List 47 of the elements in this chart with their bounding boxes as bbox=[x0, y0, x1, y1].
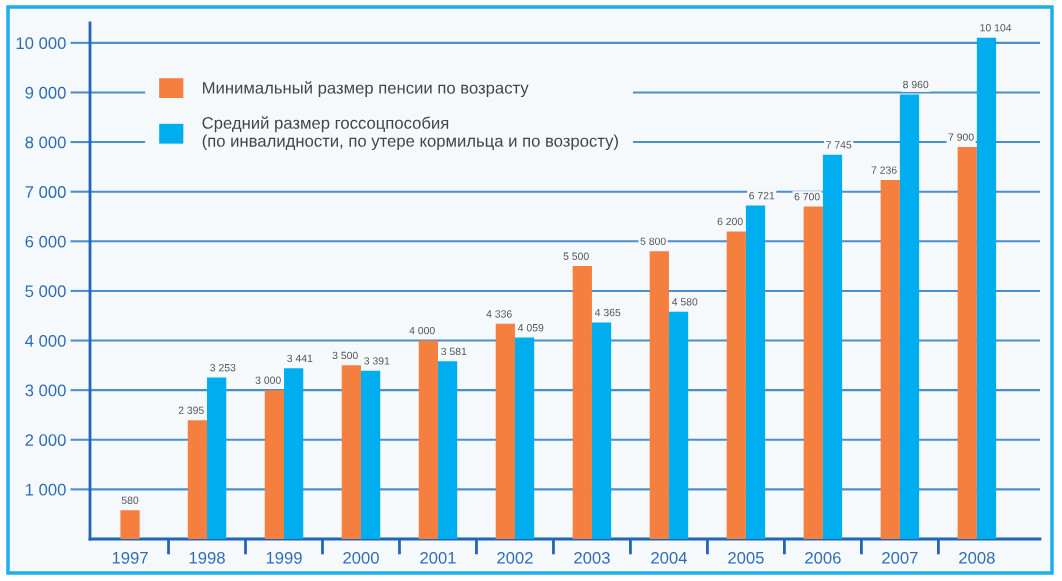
data-label: 3 253 bbox=[210, 364, 236, 372]
data-label: 3 581 bbox=[441, 347, 467, 356]
data-label: 4 580 bbox=[671, 298, 698, 306]
data-label: 4 059 bbox=[517, 324, 544, 332]
y-tick-label: 3 000 bbox=[25, 384, 66, 397]
y-tick-label: 9 000 bbox=[25, 86, 66, 99]
data-label: 7 236 bbox=[871, 166, 897, 174]
y-tick-label: 7 000 bbox=[25, 186, 66, 198]
data-label: 4 336 bbox=[486, 310, 512, 318]
data-label: 3 391 bbox=[364, 357, 390, 365]
data-label: 3 500 bbox=[332, 351, 358, 360]
legend-label: Средний размер госсоцпособия (по инвалидности, по утере кормильца и по возросту) bbox=[202, 116, 618, 151]
y-tick-label: 2 000 bbox=[25, 434, 66, 446]
x-tick-label: 2000 bbox=[343, 551, 379, 564]
data-label: 3 441 bbox=[287, 354, 313, 363]
x-tick-label: 2001 bbox=[420, 551, 456, 564]
x-tick-label: 2004 bbox=[651, 551, 687, 564]
x-tick-label: 1999 bbox=[266, 551, 302, 564]
data-label: 6 200 bbox=[717, 217, 743, 226]
data-label: 580 bbox=[121, 496, 139, 504]
x-tick-label: 2008 bbox=[959, 551, 995, 564]
x-tick-label: 2003 bbox=[574, 551, 610, 564]
y-tick-label: 8 000 bbox=[25, 136, 66, 149]
x-tick-label: 2006 bbox=[805, 551, 841, 564]
data-label: 2 395 bbox=[178, 406, 204, 414]
x-tick-label: 1998 bbox=[189, 551, 225, 564]
y-tick-label: 1 000 bbox=[25, 483, 66, 496]
data-label: 10 104 bbox=[980, 24, 1012, 32]
data-label: 8 960 bbox=[903, 80, 929, 89]
y-tick-label: 10 000 bbox=[16, 37, 66, 50]
data-label: 7 900 bbox=[948, 133, 974, 141]
y-tick-label: 4 000 bbox=[25, 334, 66, 347]
data-label: 6 721 bbox=[749, 191, 775, 200]
data-label: 5 500 bbox=[563, 252, 589, 260]
data-label: 5 800 bbox=[640, 237, 666, 246]
legend-label: Минимальный размер пенсии по возрасту bbox=[203, 81, 529, 98]
x-tick-label: 2002 bbox=[497, 551, 533, 564]
data-label: 7 745 bbox=[826, 141, 852, 149]
data-label: 3 000 bbox=[255, 376, 281, 384]
y-tick-label: 6 000 bbox=[25, 235, 66, 248]
data-label: 4 000 bbox=[409, 326, 435, 335]
data-label: 4 365 bbox=[594, 308, 621, 317]
y-tick-label: 5 000 bbox=[25, 285, 66, 298]
x-tick-label: 1997 bbox=[112, 551, 148, 564]
x-tick-label: 2007 bbox=[882, 551, 918, 564]
x-tick-label: 2005 bbox=[728, 551, 764, 564]
data-label: 6 700 bbox=[794, 192, 820, 201]
